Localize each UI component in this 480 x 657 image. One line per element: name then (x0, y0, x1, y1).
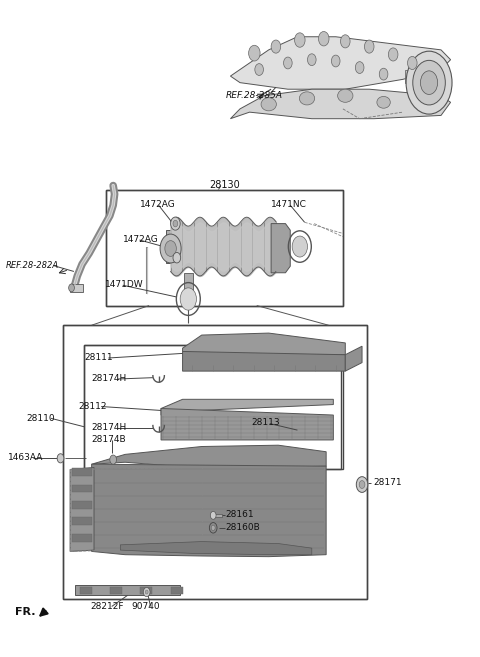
Text: 28130: 28130 (209, 180, 240, 190)
Polygon shape (72, 484, 92, 492)
Polygon shape (75, 585, 180, 595)
Circle shape (173, 220, 178, 227)
Ellipse shape (337, 89, 353, 102)
Circle shape (284, 57, 292, 69)
Circle shape (359, 481, 365, 488)
Circle shape (170, 217, 180, 230)
Polygon shape (271, 223, 290, 273)
Polygon shape (161, 399, 333, 415)
Circle shape (356, 477, 368, 492)
Bar (106, 189, 343, 306)
Circle shape (209, 522, 217, 533)
Polygon shape (182, 333, 345, 355)
Circle shape (364, 40, 374, 53)
Text: 28174B: 28174B (92, 436, 126, 444)
Polygon shape (92, 445, 326, 468)
Polygon shape (92, 464, 326, 556)
Polygon shape (166, 230, 170, 263)
Circle shape (331, 55, 340, 67)
Polygon shape (70, 284, 83, 292)
Polygon shape (214, 514, 222, 516)
Polygon shape (183, 273, 193, 299)
Ellipse shape (377, 97, 390, 108)
Text: 28160B: 28160B (226, 523, 260, 532)
Circle shape (145, 590, 148, 594)
Circle shape (173, 252, 180, 263)
Polygon shape (230, 37, 451, 89)
Text: REF.28-282A: REF.28-282A (5, 261, 59, 270)
Polygon shape (161, 409, 333, 440)
Circle shape (413, 60, 445, 105)
Polygon shape (230, 89, 451, 119)
Bar (84, 345, 343, 470)
Text: 1472AG: 1472AG (140, 200, 175, 209)
Polygon shape (110, 587, 122, 594)
Circle shape (165, 240, 176, 256)
Circle shape (420, 71, 438, 95)
Ellipse shape (261, 98, 276, 111)
Polygon shape (72, 517, 92, 525)
Bar (63, 325, 367, 599)
Bar (106, 189, 343, 306)
Polygon shape (170, 587, 182, 594)
Text: 28112: 28112 (79, 402, 107, 411)
Circle shape (210, 511, 216, 519)
Circle shape (340, 35, 350, 48)
Circle shape (355, 62, 364, 74)
Polygon shape (72, 533, 92, 541)
Ellipse shape (300, 92, 315, 105)
Circle shape (180, 288, 196, 310)
Circle shape (255, 64, 264, 76)
Circle shape (144, 587, 150, 597)
Circle shape (319, 32, 329, 46)
Text: 28111: 28111 (84, 353, 113, 362)
Text: 28174H: 28174H (92, 423, 127, 432)
Text: 1471DW: 1471DW (105, 280, 144, 289)
Text: REF.28-285A: REF.28-285A (226, 91, 283, 100)
Text: 28113: 28113 (251, 419, 280, 428)
Polygon shape (72, 468, 92, 476)
Polygon shape (405, 70, 410, 83)
Text: 28171: 28171 (373, 478, 402, 487)
Text: 28161: 28161 (226, 510, 254, 519)
Circle shape (308, 54, 316, 66)
Polygon shape (120, 541, 312, 555)
Polygon shape (72, 501, 92, 509)
Circle shape (211, 525, 215, 530)
Text: 1463AA: 1463AA (8, 453, 43, 462)
Circle shape (388, 48, 398, 61)
Circle shape (110, 455, 117, 464)
Circle shape (295, 33, 305, 47)
Text: 28212F: 28212F (91, 602, 124, 611)
Circle shape (160, 234, 181, 263)
Text: 1471NC: 1471NC (271, 200, 307, 209)
Circle shape (406, 51, 452, 114)
Polygon shape (80, 587, 92, 594)
Circle shape (271, 40, 281, 53)
Polygon shape (140, 587, 152, 594)
Bar (63, 325, 367, 599)
Circle shape (69, 284, 74, 292)
Text: 28110: 28110 (26, 414, 55, 423)
Text: FR.: FR. (15, 606, 36, 617)
Circle shape (379, 68, 388, 80)
Polygon shape (345, 346, 362, 371)
Text: 90740: 90740 (132, 602, 160, 611)
Circle shape (249, 45, 260, 61)
Text: 1472AG: 1472AG (123, 235, 158, 244)
Circle shape (408, 57, 417, 70)
Polygon shape (182, 351, 345, 371)
Text: 28174H: 28174H (92, 374, 127, 383)
Circle shape (57, 454, 64, 463)
Circle shape (292, 236, 308, 257)
Polygon shape (70, 468, 94, 551)
Bar (84, 345, 340, 470)
